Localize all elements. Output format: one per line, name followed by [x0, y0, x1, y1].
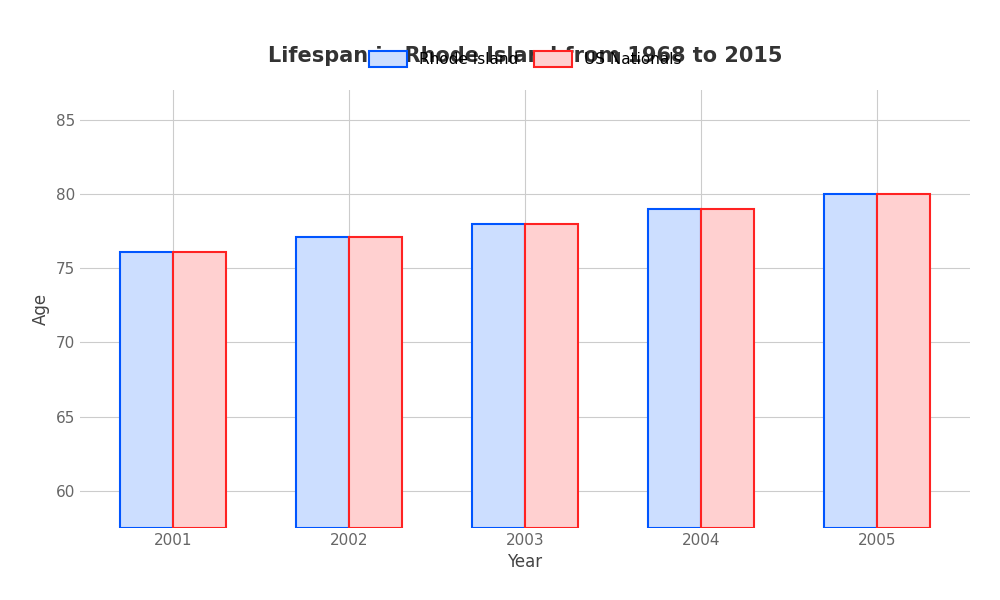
Bar: [472, 224, 525, 528]
Bar: [525, 224, 578, 528]
Title: Lifespan in Rhode Island from 1968 to 2015: Lifespan in Rhode Island from 1968 to 20…: [268, 46, 782, 66]
X-axis label: Year: Year: [507, 553, 543, 571]
Bar: [877, 194, 930, 528]
Y-axis label: Age: Age: [32, 293, 50, 325]
Bar: [824, 194, 877, 528]
Bar: [701, 209, 754, 528]
Bar: [349, 237, 402, 528]
Bar: [173, 252, 226, 528]
Legend: Rhode Island, US Nationals: Rhode Island, US Nationals: [362, 45, 688, 73]
Bar: [648, 209, 701, 528]
Bar: [120, 252, 173, 528]
Bar: [296, 237, 349, 528]
